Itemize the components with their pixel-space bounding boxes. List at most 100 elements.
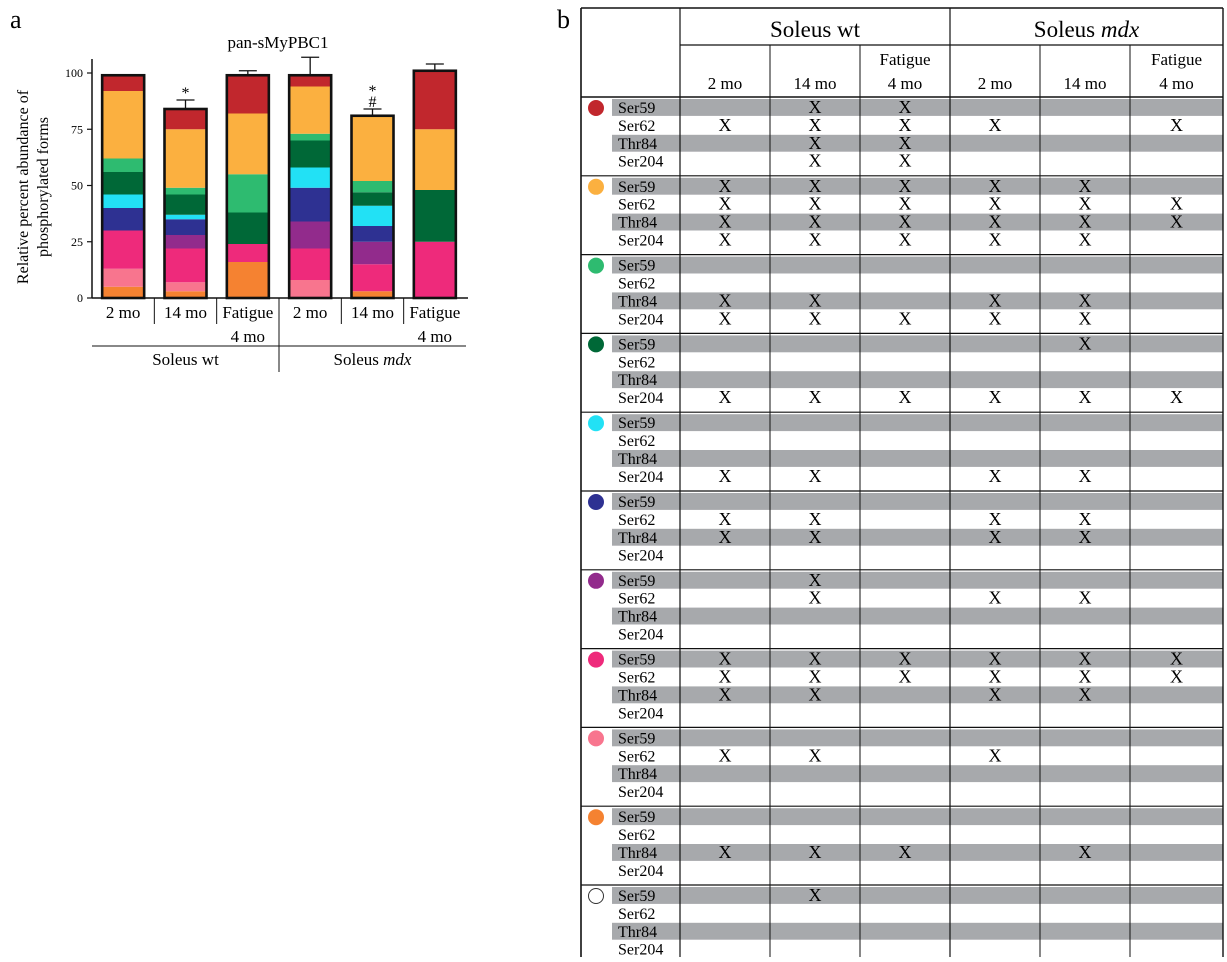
phospho-mark: X — [719, 842, 732, 862]
group-color-dot — [588, 888, 604, 904]
phospho-mark: X — [719, 290, 732, 310]
bar-segment — [102, 230, 145, 269]
group-header: Soleus wt — [770, 17, 861, 42]
table-band — [612, 371, 1223, 389]
phospho-mark: X — [1079, 308, 1092, 328]
site-label: Ser204 — [618, 863, 663, 880]
site-label: Ser62 — [618, 276, 655, 293]
phospho-mark: X — [1170, 387, 1183, 407]
phospho-mark: X — [989, 588, 1002, 608]
bar-segment — [289, 140, 332, 168]
table-band — [612, 650, 1223, 668]
bar-segment — [102, 208, 145, 231]
bar-segment — [289, 187, 332, 222]
bar-segment — [164, 214, 207, 220]
phospho-mark: X — [1170, 667, 1183, 687]
y-tick-label: 25 — [71, 235, 83, 249]
phospho-mark: X — [989, 466, 1002, 486]
phospho-mark: X — [809, 97, 822, 117]
y-axis-label: Relative percent abundance of phosphoryla… — [15, 89, 52, 284]
bar-segment — [102, 75, 145, 91]
site-label: Thr84 — [618, 215, 657, 232]
bar-segment — [102, 268, 145, 287]
x-tick-label: Fatigue — [409, 303, 460, 322]
bar-segment — [164, 194, 207, 215]
bar-segment — [413, 70, 456, 130]
phospho-mark: X — [899, 212, 912, 232]
phospho-mark: X — [809, 745, 822, 765]
bar-segment — [351, 205, 394, 226]
phospho-mark: X — [989, 115, 1002, 135]
table-band — [612, 414, 1223, 432]
phospho-mark: X — [989, 745, 1002, 765]
table-band — [612, 493, 1223, 510]
phospho-mark: X — [719, 387, 732, 407]
bar-segment — [164, 248, 207, 283]
table-band — [612, 450, 1223, 467]
group-label-italic-part: mdx — [383, 350, 412, 369]
phospho-mark: X — [809, 588, 822, 608]
group-header-part: Soleus — [1034, 17, 1101, 42]
column-header: 4 mo — [888, 74, 922, 93]
phospho-mark: X — [809, 194, 822, 214]
site-label: Ser62 — [618, 591, 655, 608]
phospho-mark: X — [1079, 684, 1092, 704]
phospho-mark: X — [989, 527, 1002, 547]
phospho-mark: X — [1079, 290, 1092, 310]
phospho-mark: X — [989, 649, 1002, 669]
group-header-italic-part: mdx — [1101, 17, 1140, 42]
phospho-mark: X — [899, 133, 912, 153]
site-label: Ser59 — [618, 336, 655, 353]
bar-segment — [289, 280, 332, 298]
column-header: Fatigue — [880, 50, 931, 69]
site-label: Ser204 — [618, 548, 663, 565]
phospho-mark: X — [1079, 387, 1092, 407]
phospho-mark: X — [809, 230, 822, 250]
site-label: Ser62 — [618, 197, 655, 214]
phospho-mark: X — [989, 176, 1002, 196]
group-color-dot — [588, 494, 604, 510]
bar-segment — [164, 129, 207, 188]
y-axis-label-line: Relative percent abundance of — [15, 89, 32, 284]
site-label: Ser204 — [618, 390, 663, 407]
group-color-dot — [588, 257, 604, 274]
site-label: Thr84 — [618, 372, 657, 389]
bar-segment — [164, 282, 207, 292]
phospho-mark: X — [989, 290, 1002, 310]
phospho-mark: X — [899, 194, 912, 214]
phospho-mark: X — [899, 842, 912, 862]
group-color-dot — [588, 415, 604, 432]
bar-segment — [102, 286, 145, 298]
x-tick-label: 4 mo — [231, 327, 265, 346]
site-label: Thr84 — [618, 924, 657, 941]
group-header: Soleus mdx — [1034, 17, 1140, 42]
bar-segment — [351, 192, 394, 206]
phospho-mark: X — [899, 97, 912, 117]
column-header: 2 mo — [978, 74, 1012, 93]
phospho-mark: X — [989, 667, 1002, 687]
group-color-dot — [588, 178, 604, 195]
bar-segment — [351, 291, 394, 298]
chart-title: pan-sMyPBC1 — [227, 33, 328, 52]
phospho-mark: X — [1079, 176, 1092, 196]
site-label: Ser204 — [618, 311, 663, 328]
phospho-mark: X — [809, 308, 822, 328]
site-label: Ser204 — [618, 469, 663, 486]
site-label: Ser59 — [618, 573, 655, 590]
bar-segment — [289, 75, 332, 87]
site-label: Ser59 — [618, 809, 655, 826]
site-label: Thr84 — [618, 293, 657, 310]
phospho-mark: X — [719, 649, 732, 669]
bar-segment — [226, 212, 269, 244]
site-label: Ser204 — [618, 154, 663, 171]
site-label: Ser59 — [618, 730, 655, 747]
phospho-mark: X — [989, 684, 1002, 704]
phospho-mark: X — [899, 387, 912, 407]
phospho-mark: X — [809, 885, 822, 905]
phospho-mark: X — [1170, 194, 1183, 214]
x-tick-label: 2 mo — [106, 303, 140, 322]
phospho-mark: X — [1079, 230, 1092, 250]
phospho-mark: X — [1079, 667, 1092, 687]
phospho-mark: X — [1079, 588, 1092, 608]
phospho-mark: X — [1079, 466, 1092, 486]
